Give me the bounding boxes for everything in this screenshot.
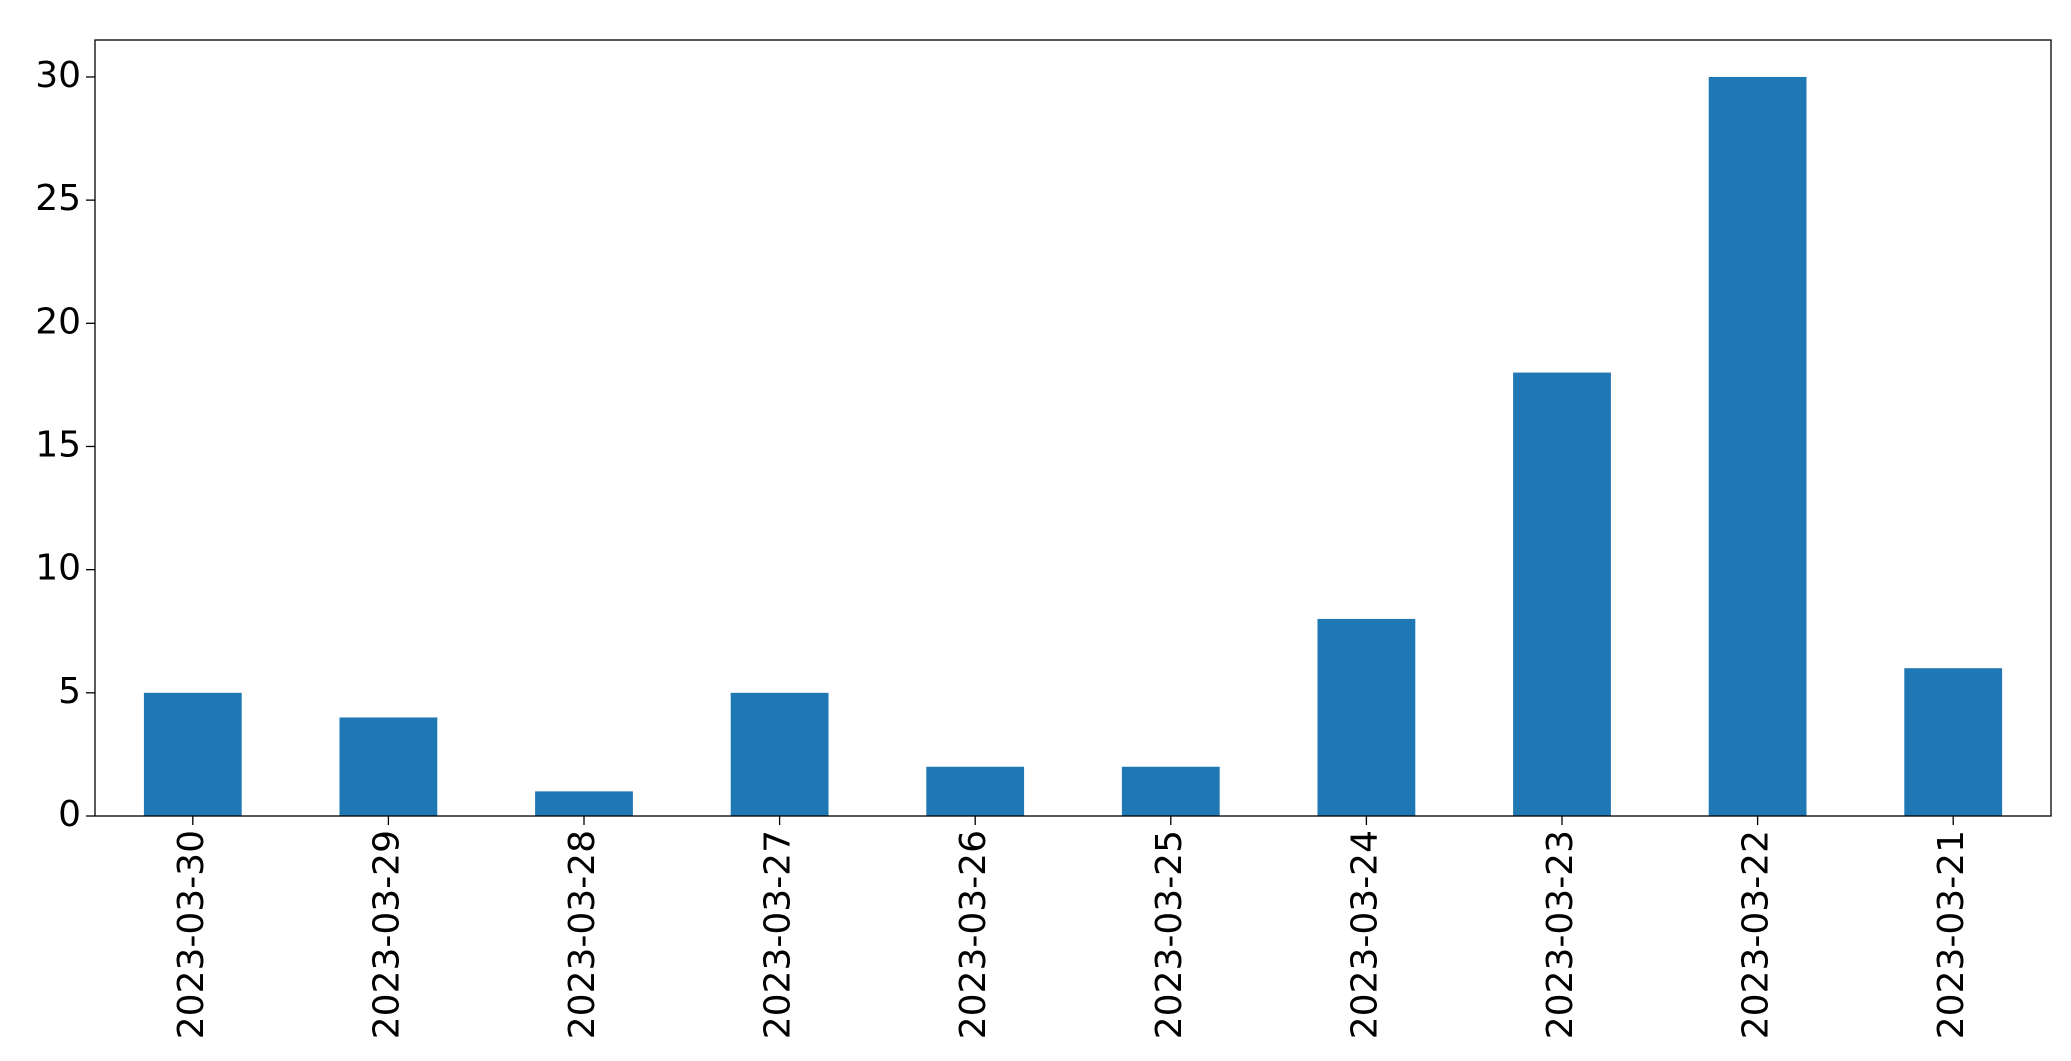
x-tick-label: 2023-03-25 bbox=[1149, 830, 1190, 1039]
y-tick-label: 5 bbox=[58, 671, 81, 712]
y-tick-label: 0 bbox=[58, 794, 81, 835]
y-tick-label: 25 bbox=[35, 178, 81, 219]
plot-frame bbox=[94, 39, 2052, 817]
y-tick-label: 30 bbox=[35, 55, 81, 96]
x-tick-label: 2023-03-29 bbox=[366, 830, 407, 1039]
bar bbox=[1904, 668, 2003, 816]
bar bbox=[143, 692, 242, 816]
x-tick-label: 2023-03-23 bbox=[1540, 830, 1581, 1039]
x-tick-label: 2023-03-28 bbox=[562, 830, 603, 1039]
bar bbox=[730, 692, 829, 816]
x-tick-label: 2023-03-26 bbox=[953, 830, 994, 1039]
x-tick-label: 2023-03-24 bbox=[1344, 830, 1385, 1039]
bar bbox=[1121, 766, 1220, 816]
x-tick-label: 2023-03-27 bbox=[758, 830, 799, 1039]
x-tick-label: 2023-03-22 bbox=[1736, 830, 1777, 1039]
bar bbox=[1513, 372, 1611, 816]
y-tick-label: 20 bbox=[35, 301, 81, 342]
bar bbox=[1708, 76, 1807, 816]
x-tick-label: 2023-03-21 bbox=[1931, 830, 1972, 1039]
bar bbox=[926, 766, 1025, 816]
y-tick-label: 10 bbox=[35, 548, 81, 589]
y-tick-label: 15 bbox=[35, 424, 81, 465]
bar bbox=[339, 717, 438, 816]
x-tick-label: 2023-03-30 bbox=[171, 830, 212, 1039]
bar bbox=[535, 791, 633, 816]
bar bbox=[1317, 618, 1416, 816]
